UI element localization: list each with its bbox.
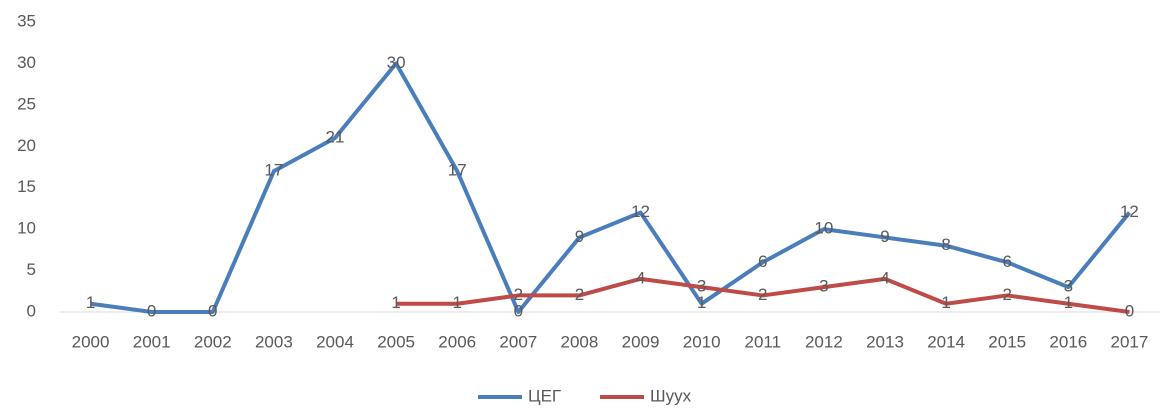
- data-label: 1: [86, 293, 95, 312]
- y-tick-label: 10: [17, 219, 36, 238]
- x-tick-label: 2001: [133, 332, 171, 351]
- series-line: [396, 276, 1130, 314]
- data-label: 4: [880, 268, 889, 287]
- data-label: 9: [575, 227, 584, 246]
- x-tick-label: 2003: [255, 332, 293, 351]
- x-tick-label: 2002: [194, 332, 232, 351]
- data-label: 1: [391, 293, 400, 312]
- x-tick-label: 2016: [1049, 332, 1087, 351]
- y-tick-label: 35: [17, 11, 36, 30]
- data-label: 17: [264, 161, 283, 180]
- x-tick-label: 2009: [622, 332, 660, 351]
- data-label: 0: [208, 301, 217, 320]
- data-label: 10: [814, 219, 833, 238]
- data-label: 3: [1064, 277, 1073, 296]
- x-tick-label: 2008: [561, 332, 599, 351]
- y-tick-label: 0: [27, 301, 36, 320]
- x-tick-label: 2004: [316, 332, 354, 351]
- y-tick-label: 5: [27, 260, 36, 279]
- x-tick-label: 2005: [377, 332, 415, 351]
- data-label: 0: [1125, 301, 1134, 320]
- data-label: 30: [387, 53, 406, 72]
- x-tick-label: 2013: [866, 332, 904, 351]
- x-tick-label: 2011: [744, 332, 781, 351]
- data-label: 1: [1064, 293, 1073, 312]
- legend-label: ЦЕГ: [528, 386, 561, 405]
- data-label: 3: [697, 277, 706, 296]
- data-label: 8: [941, 235, 950, 254]
- y-tick-label: 25: [17, 94, 36, 113]
- data-label: 6: [758, 252, 767, 271]
- legend-label: Шуух: [650, 386, 692, 405]
- data-label: 2: [514, 285, 523, 304]
- x-tick-label: 2017: [1111, 332, 1149, 351]
- x-tick-label: 2010: [683, 332, 721, 351]
- x-tick-label: 2006: [438, 332, 476, 351]
- data-label: 6: [1002, 252, 1011, 271]
- y-tick-label: 20: [17, 136, 36, 155]
- data-label: 2: [575, 285, 584, 304]
- y-tick-label: 30: [17, 53, 36, 72]
- x-tick-label: 2012: [805, 332, 843, 351]
- x-tick-label: 2015: [988, 332, 1026, 351]
- data-label: 4: [636, 268, 645, 287]
- data-label: 9: [880, 227, 889, 246]
- data-label: 1: [941, 293, 950, 312]
- data-label: 21: [326, 127, 345, 146]
- y-tick-label: 15: [17, 177, 36, 196]
- data-label: 2: [758, 285, 767, 304]
- data-label: 0: [147, 301, 156, 320]
- data-label: 12: [1120, 202, 1139, 221]
- x-tick-label: 2000: [72, 332, 110, 351]
- data-label: 1: [697, 293, 706, 312]
- data-label: 2: [1002, 285, 1011, 304]
- data-label: 1: [452, 293, 461, 312]
- series-line: [90, 61, 1131, 314]
- x-tick-label: 2014: [927, 332, 965, 351]
- x-tick-label: 2007: [499, 332, 537, 351]
- data-label: 0: [514, 301, 523, 320]
- data-label: 3: [819, 277, 828, 296]
- data-label: 12: [631, 202, 650, 221]
- data-label: 17: [448, 161, 467, 180]
